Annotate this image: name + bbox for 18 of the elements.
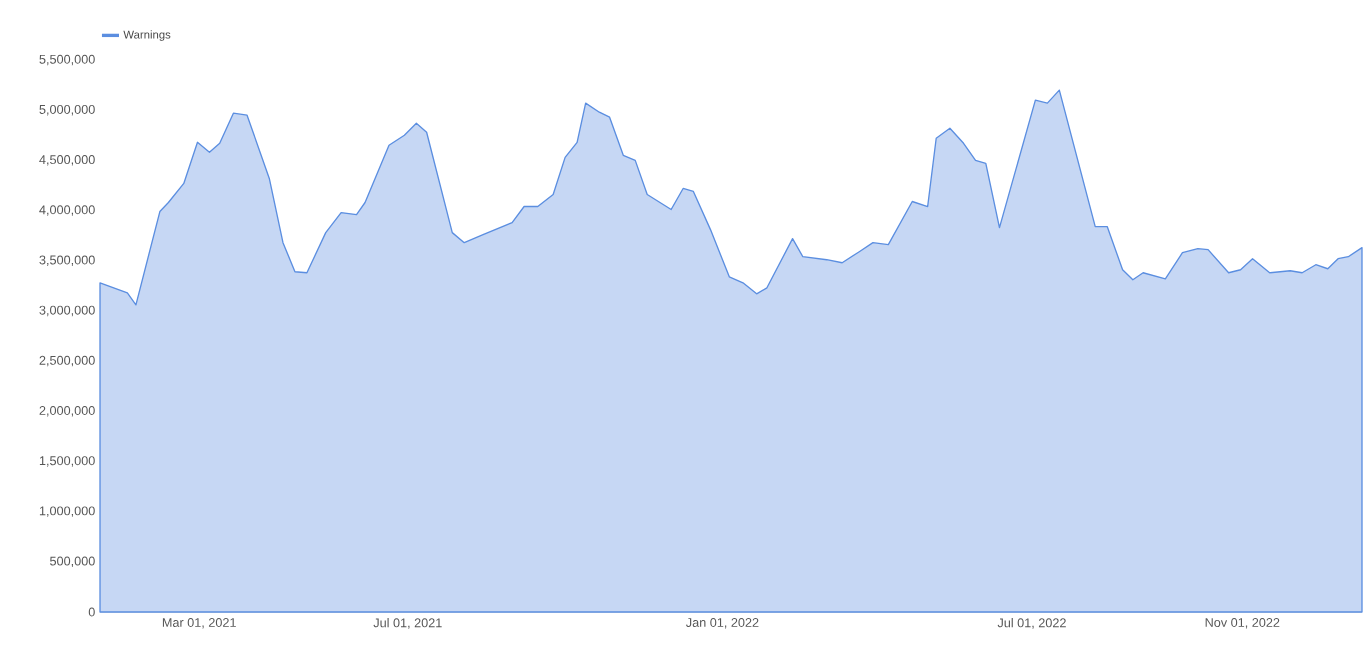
y-tick-label: 3,000,000 <box>39 305 95 317</box>
y-tick-label: 1,000,000 <box>39 506 95 517</box>
y-tick-label: 5,000,000 <box>39 104 95 116</box>
x-tick-label: Jul 01, 2022 <box>997 618 1066 629</box>
x-tick-label: Jan 01, 2022 <box>686 618 759 629</box>
y-tick-label: 1,500,000 <box>39 456 95 467</box>
x-tick-label: Nov 01, 2022 <box>1205 618 1280 629</box>
y-tick-label: 2,000,000 <box>39 406 95 417</box>
y-tick-label: 4,500,000 <box>39 155 95 166</box>
y-tick-label: 500,000 <box>50 556 95 568</box>
x-tick-label: Mar 01, 2021 <box>162 618 236 629</box>
y-tick-label: 3,500,000 <box>39 255 95 266</box>
y-tick-label: 5,500,000 <box>39 54 95 66</box>
y-tick-label: 4,000,000 <box>39 205 95 216</box>
y-tick-label: 0 <box>88 607 95 617</box>
x-tick-label: Jul 01, 2021 <box>373 618 442 629</box>
y-tick-label: 2,500,000 <box>39 355 95 367</box>
legend-label: Warnings <box>123 30 171 41</box>
